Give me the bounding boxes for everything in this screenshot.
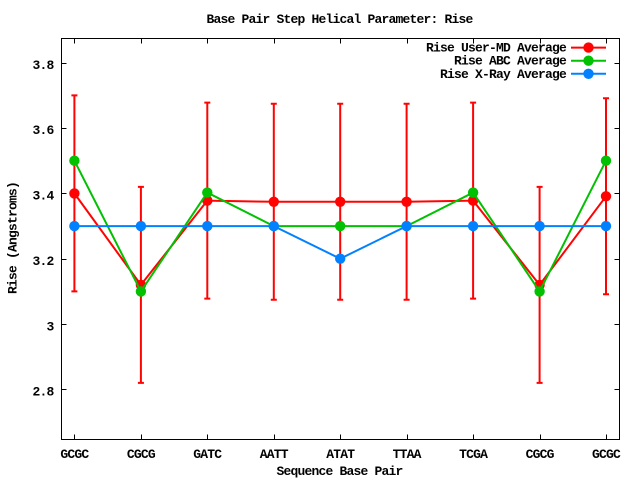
svg-text:3.2: 3.2: [32, 254, 54, 269]
svg-text:2.8: 2.8: [32, 385, 54, 400]
svg-text:CGCG: CGCG: [526, 447, 555, 462]
svg-text:Rise ABC Average: Rise ABC Average: [454, 54, 567, 69]
svg-text:TTAA: TTAA: [393, 447, 422, 462]
svg-text:GATC: GATC: [193, 447, 222, 462]
svg-text:GCGC: GCGC: [60, 447, 89, 462]
svg-text:3.6: 3.6: [32, 123, 54, 138]
svg-text:GCGC: GCGC: [592, 447, 621, 462]
svg-text:ATAT: ATAT: [326, 447, 355, 462]
svg-text:3.4: 3.4: [32, 189, 54, 204]
svg-text:TCGA: TCGA: [459, 447, 488, 462]
svg-text:Rise X-Ray Average: Rise X-Ray Average: [440, 67, 567, 82]
svg-text:Sequence Base Pair: Sequence Base Pair: [276, 464, 402, 479]
svg-text:Rise User-MD Average: Rise User-MD Average: [426, 41, 567, 56]
svg-text:CGCG: CGCG: [127, 447, 156, 462]
svg-text:Base Pair Step Helical Paramet: Base Pair Step Helical Parameter: Rise: [206, 12, 473, 27]
svg-text:AATT: AATT: [260, 447, 289, 462]
svg-text:3: 3: [46, 319, 54, 334]
svg-text:3.8: 3.8: [32, 58, 54, 73]
svg-text:Rise (Angstroms): Rise (Angstroms): [6, 182, 21, 294]
